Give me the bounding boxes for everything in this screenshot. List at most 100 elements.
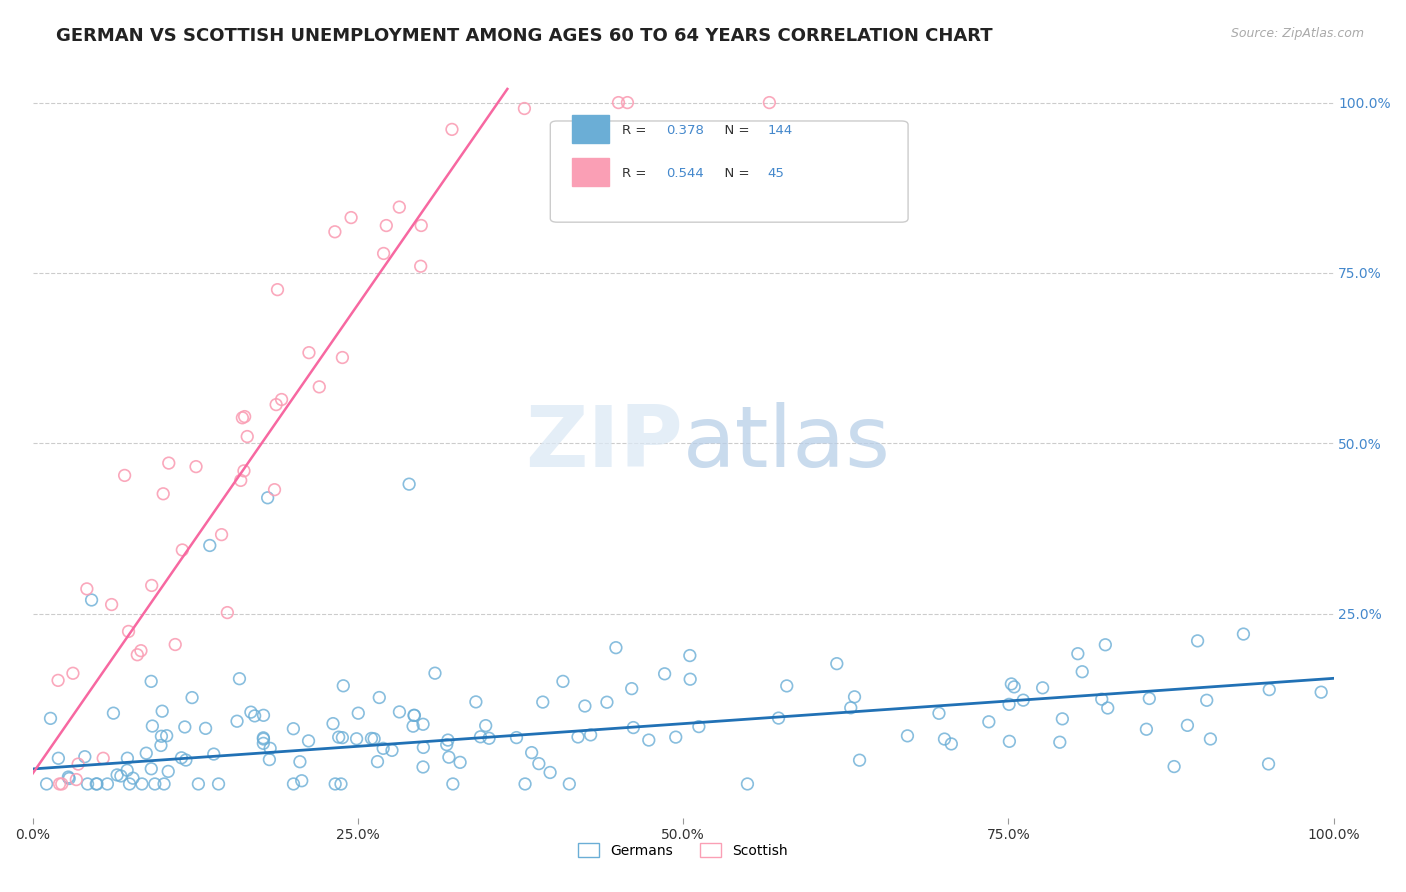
Point — [173, 720, 195, 734]
Bar — [572, 115, 609, 144]
Text: 144: 144 — [768, 124, 793, 137]
Text: Source: ZipAtlas.com: Source: ZipAtlas.com — [1230, 27, 1364, 40]
Point — [637, 733, 659, 747]
Point — [51, 777, 73, 791]
Point — [941, 737, 963, 751]
Point — [737, 777, 759, 791]
Point — [39, 711, 62, 725]
Point — [1071, 665, 1094, 679]
Text: 45: 45 — [768, 167, 785, 180]
Point — [1097, 701, 1119, 715]
Point — [441, 777, 464, 791]
Point — [100, 598, 122, 612]
Point — [67, 757, 90, 772]
Point — [252, 731, 274, 745]
Point — [187, 777, 209, 791]
Point — [283, 722, 305, 736]
Point — [330, 777, 353, 791]
Point — [464, 695, 486, 709]
Point — [91, 751, 114, 765]
Point — [409, 259, 432, 273]
Point — [768, 711, 790, 725]
Point — [340, 211, 363, 225]
Point — [470, 730, 492, 744]
Point — [73, 749, 96, 764]
Point — [520, 746, 543, 760]
Point — [998, 734, 1021, 748]
Text: N =: N = — [716, 124, 754, 137]
Point — [449, 756, 471, 770]
Point — [654, 666, 676, 681]
Point — [114, 468, 136, 483]
Point — [402, 708, 425, 723]
Point — [288, 755, 311, 769]
Point — [118, 777, 141, 791]
Point — [551, 674, 574, 689]
Point — [513, 102, 536, 116]
Point — [1032, 681, 1054, 695]
Point — [264, 398, 287, 412]
Point — [1135, 723, 1157, 737]
Point — [1310, 685, 1333, 699]
Text: N =: N = — [716, 167, 754, 180]
Point — [105, 768, 128, 782]
Point — [411, 219, 433, 233]
Point — [758, 95, 780, 110]
Point — [62, 666, 84, 681]
Point — [373, 246, 395, 260]
Point — [252, 708, 274, 723]
Point — [259, 741, 281, 756]
Point — [328, 730, 350, 744]
Point — [58, 770, 80, 784]
Point — [332, 731, 354, 745]
Point — [440, 122, 463, 136]
FancyBboxPatch shape — [550, 121, 908, 222]
Point — [115, 764, 138, 778]
Point — [231, 410, 253, 425]
Point — [527, 756, 550, 771]
Point — [1199, 731, 1222, 746]
Point — [263, 483, 285, 497]
Point — [202, 747, 225, 761]
Point — [152, 487, 174, 501]
Point — [776, 679, 799, 693]
Point — [381, 743, 404, 757]
Point — [848, 753, 870, 767]
Point — [157, 764, 180, 779]
Point — [474, 718, 496, 732]
Point — [150, 704, 173, 718]
Text: ZIP: ZIP — [526, 401, 683, 484]
Point — [122, 771, 145, 785]
Point — [928, 706, 950, 721]
Point — [150, 729, 173, 743]
Point — [135, 746, 157, 760]
Point — [217, 606, 239, 620]
Point — [35, 777, 58, 791]
Point — [1049, 735, 1071, 749]
Point — [347, 706, 370, 721]
Point — [170, 751, 193, 765]
Point — [388, 705, 411, 719]
Point — [998, 698, 1021, 712]
Point — [437, 750, 460, 764]
Point — [226, 714, 249, 729]
Point — [228, 672, 250, 686]
Point — [243, 709, 266, 723]
Point — [402, 719, 425, 733]
Point — [360, 731, 382, 746]
Point — [165, 638, 187, 652]
Point — [236, 429, 259, 443]
Point — [621, 721, 644, 735]
Point — [143, 777, 166, 791]
Point — [65, 772, 87, 787]
Point — [332, 679, 354, 693]
Point — [184, 459, 207, 474]
Point — [1067, 647, 1090, 661]
Point — [291, 773, 314, 788]
Point — [844, 690, 866, 704]
Bar — [572, 158, 609, 186]
Point — [679, 648, 702, 663]
Point — [579, 728, 602, 742]
Point — [1091, 692, 1114, 706]
Point — [76, 582, 98, 596]
